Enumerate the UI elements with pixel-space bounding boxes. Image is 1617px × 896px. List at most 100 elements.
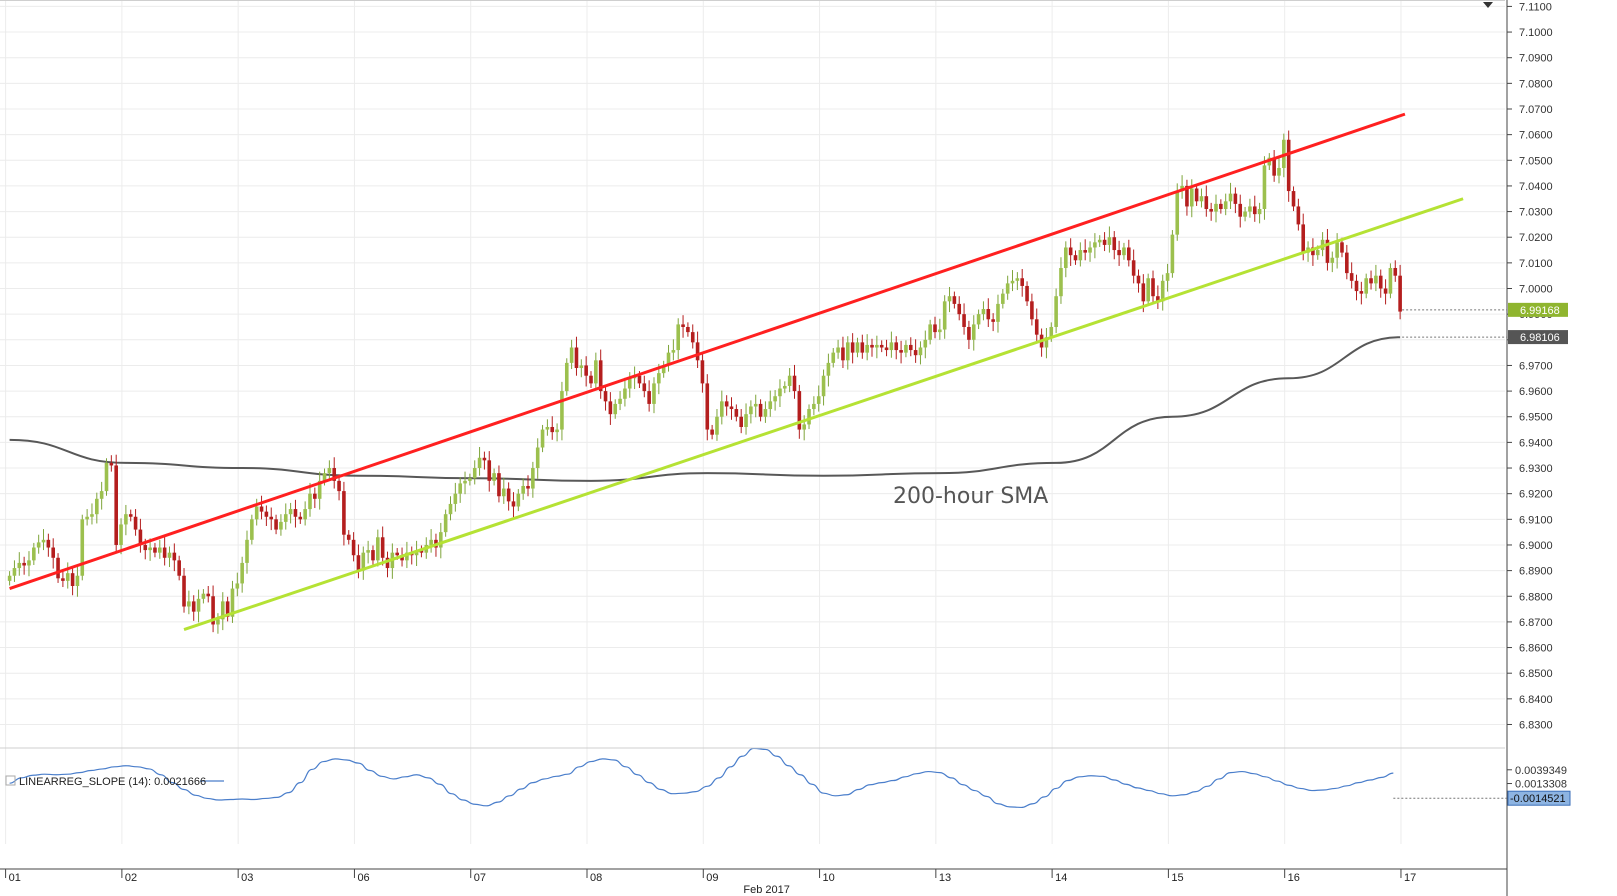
candle-body (836, 347, 840, 353)
candle-body (472, 468, 477, 479)
candle-body (124, 514, 128, 525)
candle-body (104, 462, 109, 492)
price-tag-box (1508, 330, 1568, 345)
candle-body (681, 324, 685, 327)
candle-body (1398, 275, 1402, 312)
candle-body (1223, 201, 1228, 210)
candle-body (623, 388, 627, 399)
y-tick-label: 6.9300 (1519, 463, 1553, 475)
candle-body (603, 391, 608, 402)
candle-body (182, 575, 186, 607)
candle-body (162, 547, 167, 558)
candle-body (904, 344, 908, 353)
candle-body (1291, 191, 1296, 207)
y-tick-label: 7.0300 (1519, 207, 1553, 219)
candle-body (1354, 280, 1359, 292)
candle-body (153, 547, 157, 553)
candle-body (1156, 296, 1160, 302)
candle-body (1311, 247, 1315, 256)
candle-body (1054, 296, 1058, 327)
x-tick-label: 16 (1288, 872, 1300, 884)
candle-body (598, 360, 603, 392)
candle-body (230, 588, 235, 617)
candle-body (1015, 278, 1020, 281)
candle-body (792, 375, 797, 392)
y-tick-label: 6.8900 (1519, 566, 1553, 578)
candle-body (303, 509, 307, 520)
candle-body (95, 498, 99, 515)
candle-body (1160, 280, 1165, 302)
candle-body (1325, 239, 1330, 263)
x-tick-label: 13 (939, 872, 951, 884)
candle-body (763, 409, 768, 417)
candle-body (865, 344, 869, 353)
candle-body (938, 329, 942, 333)
candle-body (1315, 250, 1320, 256)
candle-body (545, 426, 550, 430)
candle-body (240, 562, 244, 584)
candle-body (807, 409, 811, 425)
y-tick-label: 7.0500 (1519, 155, 1553, 167)
price-tag-box (1508, 302, 1568, 317)
candle-body (860, 342, 865, 353)
candle-body (506, 488, 511, 502)
price-tag-label: 6.98106 (1520, 332, 1560, 344)
candle-body (346, 534, 351, 540)
indicator-tag-label: -0.0014521 (1510, 793, 1566, 805)
candle-body (734, 409, 739, 417)
candle-body (778, 388, 782, 397)
candle-body (439, 532, 443, 548)
indicator-tag-box (1507, 790, 1571, 806)
candle-body (1112, 237, 1117, 251)
candle-body (17, 562, 22, 569)
candle-body (1219, 203, 1223, 210)
candle-body (138, 529, 143, 545)
candle-body (264, 511, 269, 517)
candle-body (157, 547, 162, 553)
candle-body (1044, 337, 1049, 348)
indicator-legend: LINEARREG_SLOPE (14): 0.0021666 (19, 776, 206, 788)
candle-body (1349, 273, 1354, 281)
candle-body (841, 347, 845, 361)
x-tick-label: 06 (357, 872, 369, 884)
candle-body (1378, 275, 1383, 289)
candle-body (1122, 247, 1126, 256)
candle-body (526, 485, 530, 489)
candle-body (1117, 250, 1121, 256)
candle-body (705, 383, 710, 430)
candle-body (1001, 293, 1005, 304)
candle-body (274, 519, 278, 530)
candle-body (51, 547, 56, 558)
candle-body (1238, 203, 1243, 217)
candle-body (216, 619, 220, 625)
candle-body (298, 516, 303, 520)
y-tick-label: 7.0800 (1519, 78, 1553, 90)
candle-body (913, 350, 918, 356)
candle-body (1272, 157, 1276, 176)
candle-body (283, 514, 288, 522)
candle-body (317, 480, 322, 499)
candle-body (269, 516, 274, 520)
y-tick-label: 6.9500 (1519, 412, 1553, 424)
candle-body (657, 373, 661, 384)
candle-body (250, 519, 254, 540)
candle-body (1340, 242, 1344, 253)
candle-body (971, 324, 976, 340)
candle-body (497, 473, 501, 497)
candle-body (618, 398, 622, 404)
y-tick-label: 6.8800 (1519, 591, 1553, 603)
candle-body (579, 365, 584, 369)
candle-body (1388, 267, 1393, 294)
candle-body (1383, 288, 1388, 294)
trendlines (9, 112, 1464, 632)
candle-body (1204, 196, 1209, 210)
candle-body (1097, 239, 1102, 243)
candle-body (1083, 250, 1087, 253)
candle-body (991, 319, 995, 322)
candle-body (879, 344, 884, 348)
candle-body (225, 601, 230, 617)
candle-body (337, 480, 341, 492)
candle-body (642, 383, 647, 392)
candle-body (870, 344, 874, 348)
candle-body (821, 375, 826, 397)
